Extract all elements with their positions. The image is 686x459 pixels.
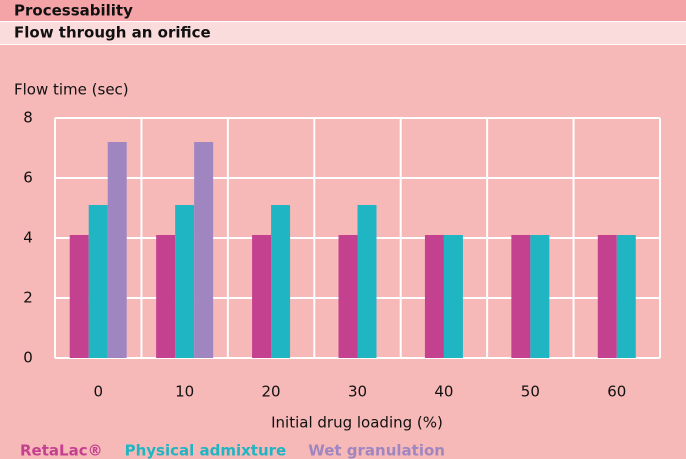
x-tick-label: 20 [262, 383, 281, 401]
legend-entry: RetaLac® [20, 442, 103, 459]
bar [69, 235, 89, 358]
subtitle: Flow through an orifice [14, 24, 211, 42]
bar [443, 235, 463, 358]
subtitle-band [0, 22, 686, 44]
y-axis-label: Flow time (sec) [14, 81, 129, 99]
title-band [0, 0, 686, 21]
title: Processability [14, 2, 133, 20]
bar [271, 205, 291, 358]
x-tick-label: 60 [607, 383, 626, 401]
y-tick-label: 2 [23, 289, 33, 307]
x-tick-label: 0 [93, 383, 103, 401]
legend-entry: Wet granulation [308, 442, 445, 459]
bar [530, 235, 550, 358]
bar [424, 235, 444, 358]
bar [511, 235, 531, 358]
x-tick-label: 10 [175, 383, 194, 401]
x-tick-label: 50 [521, 383, 540, 401]
bar [357, 205, 377, 358]
bar [338, 235, 358, 358]
bar [616, 235, 636, 358]
x-tick-label: 30 [348, 383, 367, 401]
bar [107, 142, 127, 358]
y-tick-label: 4 [23, 229, 33, 247]
y-tick-label: 8 [23, 109, 33, 127]
y-tick-label: 6 [23, 169, 33, 187]
x-axis-label: Initial drug loading (%) [271, 414, 443, 432]
x-tick-label: 40 [434, 383, 453, 401]
bar [252, 235, 272, 358]
legend-entry: Physical admixture [125, 442, 287, 459]
bar [175, 205, 195, 358]
bar [194, 142, 214, 358]
y-tick-label: 0 [23, 349, 33, 367]
bar [156, 235, 176, 358]
bar [597, 235, 617, 358]
bar [88, 205, 108, 358]
